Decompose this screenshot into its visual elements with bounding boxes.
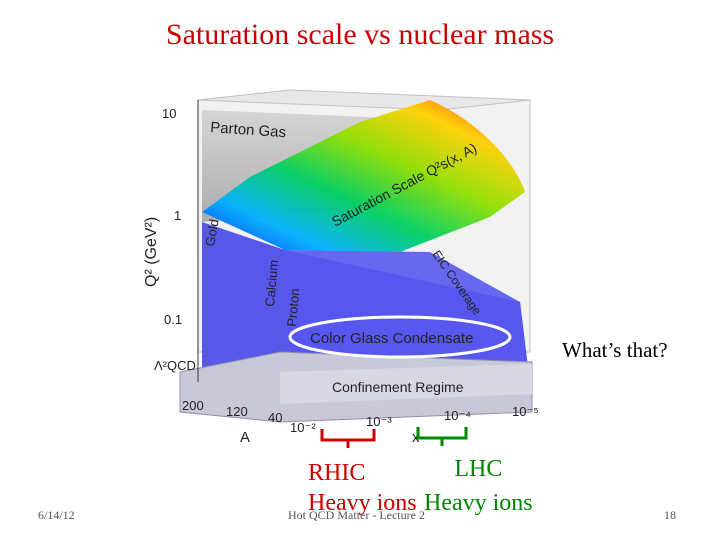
rhic-heavy-ions: Heavy ions: [308, 490, 417, 516]
cgc-ellipse: [288, 315, 512, 359]
cgc-label: Color Glass Condensate: [310, 330, 473, 347]
x-axis-label: x: [412, 429, 420, 446]
page-number: 18: [664, 508, 676, 522]
x-tick-1e-5: 10⁻⁵: [512, 404, 539, 419]
lhc-heavy-ions: Heavy ions: [424, 490, 533, 516]
x-tick-1e-3: 10⁻³: [366, 414, 392, 429]
proton-label: Proton: [284, 288, 302, 327]
parton-gas-label: Parton Gas: [210, 119, 287, 141]
saturation-diagram: 10 1 0.1 Λ²QCD Q² (GeV²) Parton Gas Satu…: [143, 89, 539, 448]
y-tick-0.1: 0.1: [164, 312, 182, 327]
saturation-surface: [202, 100, 525, 252]
whats-that-note: What’s that?: [562, 338, 668, 362]
a-tick-120: 120: [226, 404, 248, 419]
box-top: [197, 89, 531, 111]
lhc-bracket: [416, 427, 468, 446]
calcium-label: Calcium: [262, 259, 281, 307]
lhc-label: LHC Heavy ions: [424, 452, 533, 520]
footer-date: 6/14/12: [38, 508, 75, 522]
y-axis-label: Q² (GeV²): [143, 217, 160, 287]
rhic-label: RHIC Heavy ions: [308, 458, 417, 518]
a-tick-40: 40: [268, 410, 282, 425]
x-tick-1e-4: 10⁻⁴: [444, 408, 471, 423]
x-tick-1e-2: 10⁻²: [290, 420, 316, 435]
lhc-title: LHC: [454, 456, 503, 482]
y-tick-10: 10: [162, 106, 176, 121]
slide-title: Saturation scale vs nuclear mass: [165, 18, 555, 51]
confinement-label: Confinement Regime: [332, 379, 464, 395]
a-tick-200: 200: [182, 398, 204, 413]
rhic-title: RHIC: [308, 460, 366, 486]
a-axis-label: A: [240, 429, 250, 446]
gold-label: Gold: [202, 218, 222, 248]
y-tick-1: 1: [174, 208, 181, 223]
rhic-bracket: [320, 429, 376, 448]
footer-title: Hot QCD Matter - Lecture 2: [288, 508, 425, 522]
confinement-strip: [280, 364, 532, 404]
lambda-qcd-label: Λ²QCD: [154, 358, 196, 373]
